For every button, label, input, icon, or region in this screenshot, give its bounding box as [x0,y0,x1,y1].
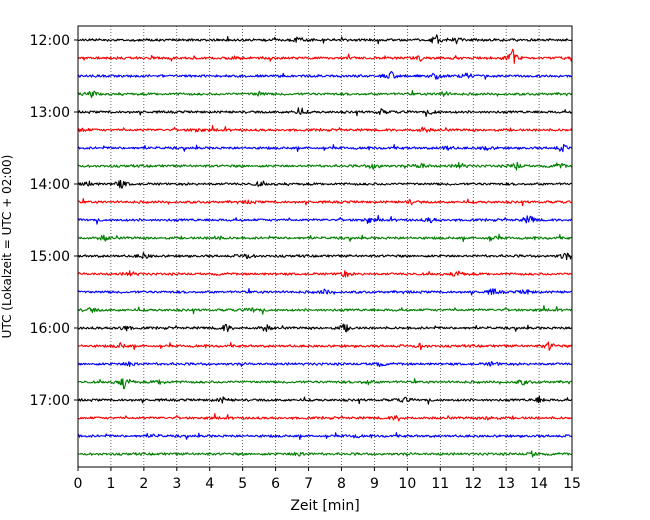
y-tick-label: 13:00 [30,105,70,121]
x-tick-label: 0 [74,476,83,492]
trace-1245 [77,89,573,99]
y-tick-label: 15:00 [30,249,70,265]
x-tick-label: 15 [563,476,581,492]
plot-frame [77,25,573,468]
trace-1315 [77,125,573,133]
x-tick-label: 1 [106,476,115,492]
y-tick-label: 14:00 [30,177,70,193]
x-tick-label: 11 [431,476,449,492]
trace-1715 [77,413,573,422]
trace-1230 [77,70,573,80]
x-tick-label: 10 [398,476,416,492]
trace-1200 [77,34,573,45]
trace-1615 [77,341,573,351]
trace-1700 [77,395,573,405]
x-tick-label: 6 [271,476,280,492]
trace-1300 [77,107,573,117]
seismic-traces [77,34,573,458]
x-tick-label: 9 [370,476,379,492]
trace-1645 [77,377,572,390]
trace-1415 [77,197,573,207]
x-tick-label: 5 [238,476,247,492]
x-tick-label: 3 [172,476,181,492]
trace-1530 [77,287,573,296]
x-axis-label: Zeit [min] [290,498,359,514]
x-tick-label: 13 [497,476,515,492]
trace-1745 [77,450,573,458]
trace-1730 [77,432,573,441]
x-axis-ticks: 0 1 2 3 4 5 6 7 8 9 10 11 12 13 14 15 [74,467,581,492]
trace-1515 [77,270,573,278]
trace-1330 [77,143,573,153]
trace-1600 [77,323,573,333]
trace-1445 [77,233,573,243]
trace-1430 [77,214,573,225]
x-tick-label: 4 [205,476,214,492]
x-tick-label: 12 [464,476,482,492]
x-tick-label: 14 [530,476,548,492]
y-axis-ticks: 12:00 13:00 14:00 15:00 16:00 17:00 [30,33,78,409]
y-axis-label: UTC (Lokalzeit = UTC + 02:00) [0,155,14,339]
trace-1545 [77,305,573,315]
trace-1345 [77,161,573,171]
x-tick-label: 7 [304,476,313,492]
trace-1630 [77,361,573,368]
trace-1400 [77,179,573,189]
y-tick-label: 17:00 [30,393,70,409]
x-tick-label: 2 [139,476,148,492]
trace-1500 [77,252,573,261]
y-tick-label: 16:00 [30,321,70,337]
y-tick-label: 12:00 [30,33,70,49]
x-tick-label: 8 [337,476,346,492]
trace-1215 [77,48,573,65]
